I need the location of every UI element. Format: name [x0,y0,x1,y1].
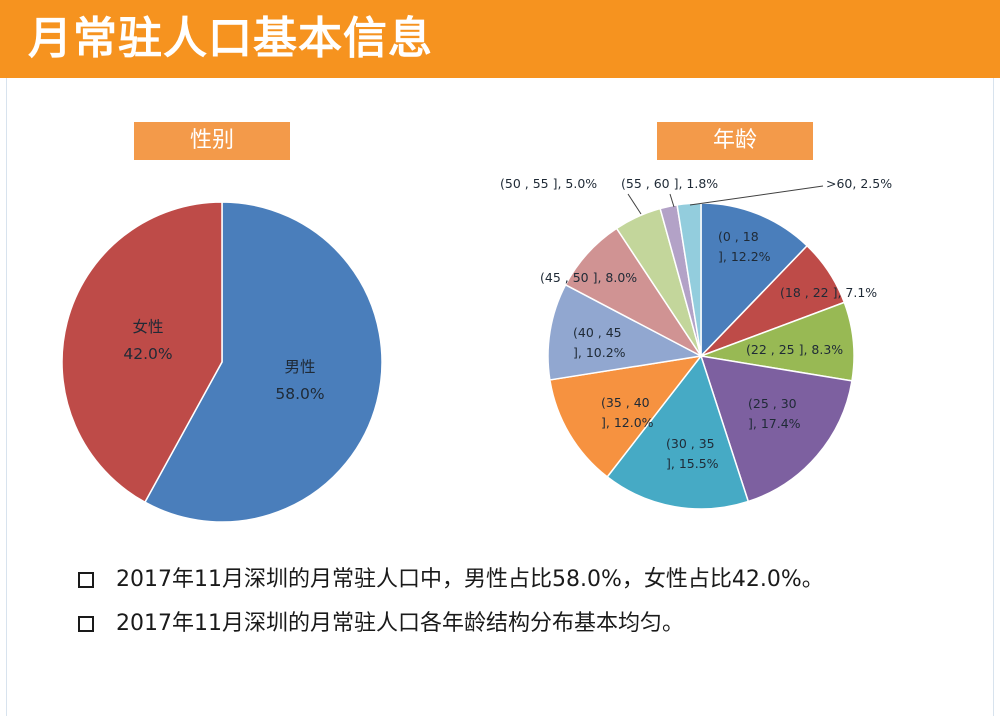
left-divider [6,78,7,716]
age-slice [606,354,750,510]
bullet-item: 2017年11月深圳的月常驻人口中，男性占比58.0%，女性占比42.0%。 [76,562,976,602]
age-slice-label: (18 , 22 ], 7.1% [780,285,877,300]
age-slice [549,354,703,478]
gender-slice-value: 42.0% [123,345,172,363]
square-bullet-icon [78,616,94,632]
age-slice-label: (22 , 25 ], 8.3% [746,342,843,357]
age-slice-label: ], 12.2% [718,249,771,264]
age-slice-label: (35 , 40 [601,395,650,410]
bullet-list: 2017年11月深圳的月常驻人口中，男性占比58.0%，女性占比42.0%。 2… [76,562,976,646]
gender-slice [143,201,383,523]
age-slice [700,202,809,358]
bullet-item: 2017年11月深圳的月常驻人口各年龄结构分布基本均匀。 [76,606,976,646]
title-bar: 月常驻人口基本信息 [0,0,1000,78]
age-slice-label: (30 , 35 [666,436,715,451]
age-slice [547,283,704,381]
leader-line [627,193,642,215]
age-slice-label: ], 10.2% [573,345,626,360]
leader-line [669,193,675,208]
age-slice-label: (45 , 50 ], 8.0% [540,270,637,285]
age-pie-chart: (0 , 18 ], 12.2% (18 , 22 ], 7.1% (22 , 25 … [500,176,892,510]
age-slice-label: (25 , 30 [748,396,797,411]
age-slice-label: (40 , 45 [573,325,622,340]
age-slice-label: (0 , 18 [718,229,759,244]
age-slice-label: ], 15.5% [666,456,719,471]
age-slice-label: (50 , 55 ], 5.0% [500,176,597,191]
page-title: 月常驻人口基本信息 [28,13,433,64]
gender-slice-name: 女性 [132,317,163,336]
age-section-label: 年龄 [657,122,813,160]
right-divider [993,78,994,716]
age-slice-label: ], 12.0% [601,415,654,430]
age-slice-label: (55 , 60 ], 1.8% [621,176,718,191]
gender-slice-name: 男性 [284,358,315,376]
age-slice-label: ], 17.4% [748,416,801,431]
gender-slice-value: 58.0% [275,385,324,403]
age-slice [699,355,853,503]
leader-line [689,185,824,206]
square-bullet-icon [78,572,94,588]
bullet-text: 2017年11月深圳的月常驻人口各年龄结构分布基本均匀。 [116,611,684,636]
gender-slice [61,201,223,504]
age-slice-label: >60, 2.5% [826,176,892,191]
bullet-text: 2017年11月深圳的月常驻人口中，男性占比58.0%，女性占比42.0%。 [116,567,824,592]
gender-section-label: 性别 [134,122,290,160]
gender-pie-chart: 男性 58.0% 女性 42.0% [61,201,383,523]
